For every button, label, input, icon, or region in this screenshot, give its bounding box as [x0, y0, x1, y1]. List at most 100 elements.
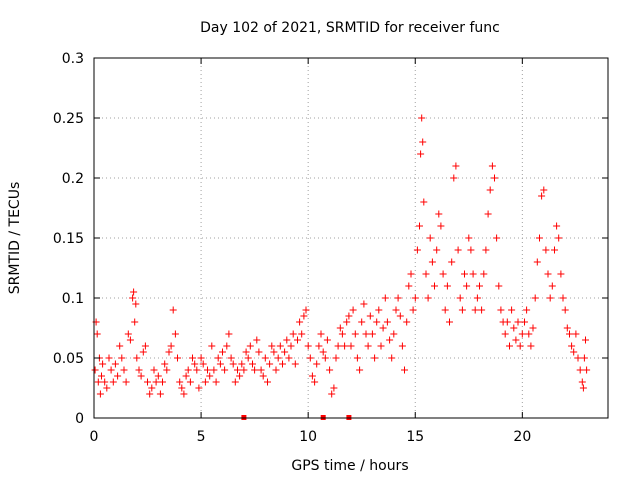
data-point [345, 312, 353, 320]
data-point [101, 378, 109, 386]
data-points [91, 114, 591, 420]
data-point [334, 342, 342, 350]
data-point [257, 366, 265, 374]
data-point [279, 360, 286, 368]
data-point [255, 348, 263, 356]
data-point [366, 312, 374, 320]
data-point [503, 318, 511, 326]
data-point [124, 330, 132, 338]
data-point [566, 330, 573, 338]
data-point [285, 354, 293, 362]
data-point [234, 366, 241, 374]
data-point [461, 270, 468, 278]
y-axis-label: SRMTID / TECUs [7, 182, 23, 295]
data-point [529, 324, 537, 332]
data-point [347, 342, 355, 350]
x-tick-label: 0 [90, 429, 99, 445]
data-point [409, 306, 417, 314]
y-tick-label: 0.25 [53, 111, 84, 127]
data-point [542, 246, 550, 254]
data-point [480, 270, 488, 278]
data-point [518, 330, 526, 338]
data-point [195, 384, 203, 392]
data-point [493, 234, 501, 242]
data-point [441, 306, 449, 314]
data-point [386, 336, 394, 344]
data-point [208, 342, 216, 350]
data-point [135, 366, 143, 374]
data-point [165, 348, 173, 356]
data-point [109, 378, 117, 386]
data-point [236, 372, 244, 380]
data-point [572, 330, 580, 338]
data-point [501, 330, 509, 338]
data-point [219, 348, 226, 356]
data-point [368, 330, 376, 338]
x-tick-label: 15 [406, 429, 424, 445]
data-point [201, 378, 209, 386]
data-point [403, 318, 411, 326]
data-point [469, 270, 477, 278]
data-point [523, 306, 531, 314]
data-point [582, 336, 589, 344]
data-point [351, 330, 359, 338]
data-point [467, 246, 475, 254]
data-point [561, 306, 569, 314]
data-point [476, 282, 483, 290]
data-point [186, 378, 194, 386]
data-point [452, 162, 460, 170]
data-point [417, 150, 425, 158]
data-point [296, 318, 304, 326]
data-point [413, 246, 421, 254]
data-point [107, 366, 115, 374]
data-point [396, 312, 404, 320]
data-point [126, 336, 134, 344]
data-point [130, 288, 138, 296]
data-point [579, 384, 587, 392]
data-point [212, 378, 220, 386]
data-point [420, 198, 428, 206]
data-point [578, 378, 586, 386]
data-point [407, 270, 415, 278]
data-point [373, 318, 381, 326]
data-point [570, 348, 578, 356]
data-point [259, 372, 267, 380]
data-point [321, 354, 329, 362]
data-point [379, 324, 387, 332]
data-point [353, 354, 361, 362]
data-point [231, 378, 239, 386]
data-point [343, 318, 351, 326]
data-point [184, 366, 192, 374]
data-point [216, 360, 224, 368]
data-point [246, 342, 254, 350]
data-point [242, 348, 250, 356]
data-point [294, 336, 301, 344]
data-point [540, 186, 548, 194]
data-point [525, 330, 533, 338]
data-point [180, 390, 188, 398]
data-point [473, 294, 481, 302]
data-point [156, 390, 164, 398]
chart-title: Day 102 of 2021, SRMTID for receiver fun… [200, 20, 500, 36]
data-point [229, 360, 237, 368]
data-point [360, 300, 368, 308]
data-point [371, 354, 379, 362]
data-point [210, 366, 218, 374]
data-point [405, 282, 413, 290]
data-point [193, 366, 201, 374]
data-point [574, 354, 582, 362]
data-point [364, 342, 372, 350]
y-tick-label: 0 [75, 411, 84, 427]
data-point [197, 354, 205, 362]
data-point [114, 372, 122, 380]
data-point [568, 342, 576, 350]
data-point [238, 360, 246, 368]
data-point [576, 366, 584, 374]
data-point [99, 360, 107, 368]
data-point [341, 342, 349, 350]
data-point [533, 258, 541, 266]
data-point [146, 390, 154, 398]
data-point [390, 330, 398, 338]
data-point [388, 354, 396, 362]
data-point [538, 192, 546, 200]
